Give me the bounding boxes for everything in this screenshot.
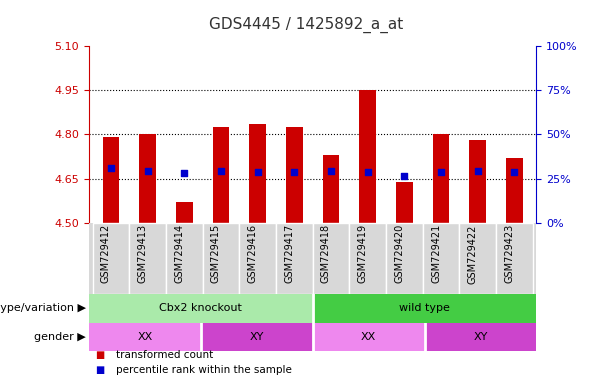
FancyBboxPatch shape [459,223,496,294]
Text: genotype/variation ▶: genotype/variation ▶ [0,303,86,313]
Text: GSM729422: GSM729422 [468,224,478,283]
FancyBboxPatch shape [276,223,313,294]
Text: wild type: wild type [399,303,450,313]
Bar [139,134,156,223]
Point [509,169,519,175]
Text: gender ▶: gender ▶ [34,332,86,342]
Text: GSM729418: GSM729418 [321,224,331,283]
Point [473,168,482,174]
Point [180,170,189,176]
Text: XY: XY [249,332,264,342]
FancyBboxPatch shape [496,223,533,294]
Bar [313,323,424,351]
Text: GSM729414: GSM729414 [174,224,185,283]
Bar [470,140,486,223]
Bar [286,127,303,223]
Point [253,169,262,175]
Text: ■: ■ [95,350,104,360]
FancyBboxPatch shape [166,223,202,294]
Text: transformed count: transformed count [116,350,214,360]
Text: Cbx2 knockout: Cbx2 knockout [159,303,242,313]
Text: GSM729412: GSM729412 [101,224,111,283]
Bar [359,90,376,223]
Bar [424,323,536,351]
Text: GSM729419: GSM729419 [357,224,368,283]
Text: XY: XY [473,332,487,342]
Text: GSM729423: GSM729423 [504,224,514,283]
Text: percentile rank within the sample: percentile rank within the sample [116,365,292,375]
Point [216,168,226,174]
Point [289,169,299,175]
FancyBboxPatch shape [129,223,166,294]
Point [143,168,153,174]
Text: GSM729420: GSM729420 [394,224,405,283]
Bar [506,158,523,223]
FancyBboxPatch shape [313,223,349,294]
Point [106,165,116,171]
Point [400,172,409,179]
Text: XX: XX [361,332,376,342]
Bar [313,294,536,323]
FancyBboxPatch shape [386,223,423,294]
FancyBboxPatch shape [202,223,239,294]
Point [436,169,446,175]
FancyBboxPatch shape [423,223,459,294]
Text: XX: XX [137,332,153,342]
Bar [322,155,339,223]
Text: GSM729417: GSM729417 [284,224,294,283]
Bar [102,137,119,223]
Text: GSM729416: GSM729416 [248,224,257,283]
FancyBboxPatch shape [349,223,386,294]
Text: ■: ■ [95,365,104,375]
Bar [396,182,413,223]
Text: GSM729415: GSM729415 [211,224,221,283]
Bar [89,294,313,323]
Point [326,168,336,174]
FancyBboxPatch shape [93,223,129,294]
Bar [433,134,449,223]
Text: GSM729421: GSM729421 [431,224,441,283]
Bar [249,124,266,223]
Bar [201,323,313,351]
Bar [213,127,229,223]
Text: GSM729413: GSM729413 [137,224,148,283]
Bar [89,323,201,351]
Point [363,169,373,175]
FancyBboxPatch shape [239,223,276,294]
Text: GDS4445 / 1425892_a_at: GDS4445 / 1425892_a_at [210,17,403,33]
Bar [176,202,192,223]
